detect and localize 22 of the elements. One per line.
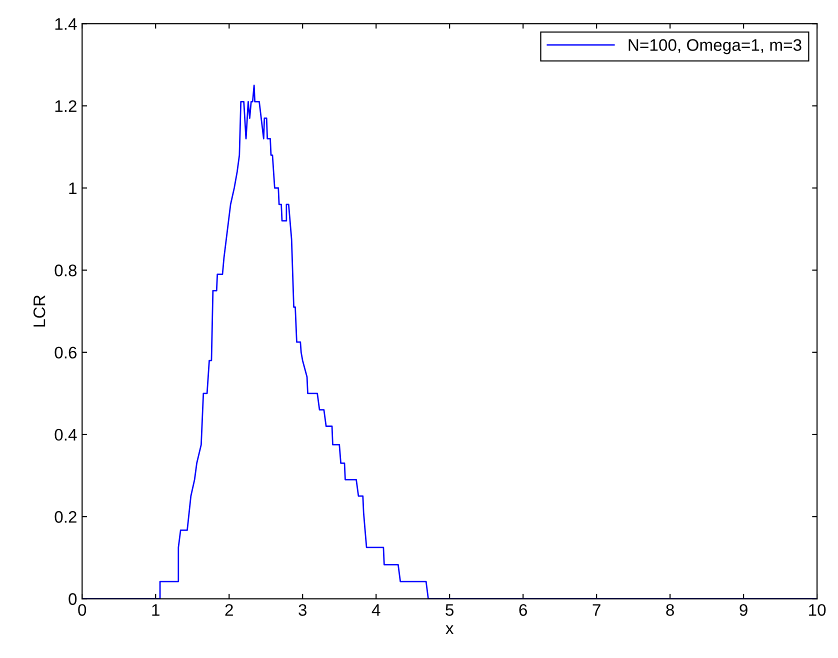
y-tick-label: 1.4 bbox=[55, 18, 77, 30]
x-tick-label: 5 bbox=[446, 604, 454, 616]
x-tick-label: 1 bbox=[152, 604, 160, 616]
x-tick-label: 3 bbox=[298, 604, 307, 616]
y-tick-label: 0.4 bbox=[54, 428, 77, 441]
x-tick-label: 0 bbox=[78, 604, 86, 616]
x-tick-label: 9 bbox=[740, 604, 748, 616]
x-axis-title: x bbox=[446, 625, 454, 634]
y-tick-label: 1 bbox=[69, 182, 76, 194]
y-tick-label: 0 bbox=[68, 593, 77, 605]
y-axis-title: LCR bbox=[33, 295, 46, 327]
x-tick-label: 4 bbox=[372, 604, 380, 616]
x-tick-label: 10 bbox=[809, 604, 826, 616]
x-tick-label: 2 bbox=[225, 604, 233, 616]
y-tick-label: 0.2 bbox=[54, 511, 76, 523]
x-tick-label: 6 bbox=[519, 604, 527, 616]
x-tick-label: 8 bbox=[666, 604, 674, 616]
x-tick-label: 7 bbox=[592, 604, 600, 616]
y-tick-label: 0.6 bbox=[54, 346, 77, 359]
y-tick-label: 1.2 bbox=[55, 100, 76, 112]
legend-label: N=100, Omega=1, m=3 bbox=[628, 39, 802, 54]
y-tick-label: 0.8 bbox=[54, 264, 77, 276]
